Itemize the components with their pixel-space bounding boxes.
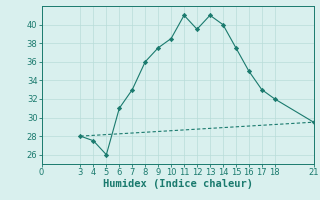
X-axis label: Humidex (Indice chaleur): Humidex (Indice chaleur) [103,179,252,189]
